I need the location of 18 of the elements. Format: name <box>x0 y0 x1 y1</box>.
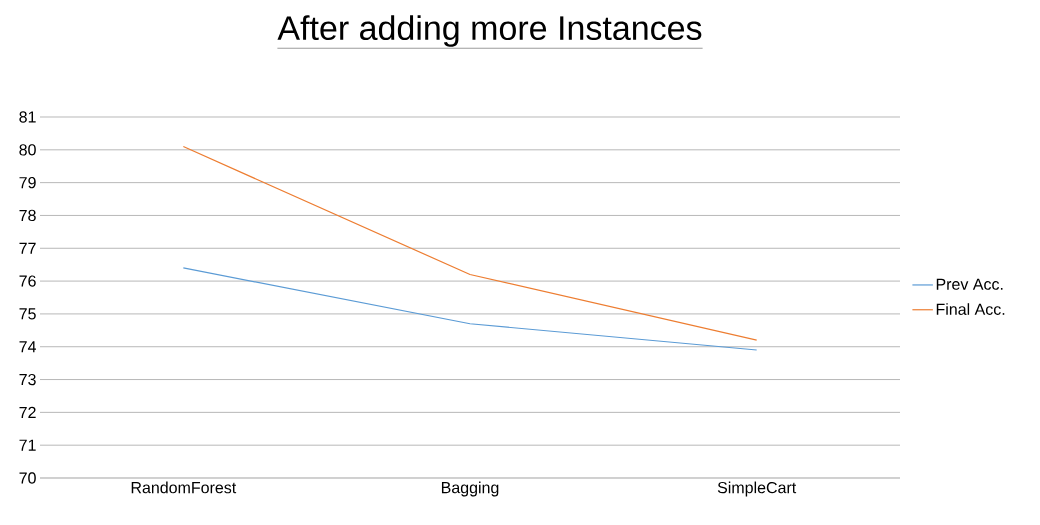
legend-label: Final Acc. <box>936 303 1005 315</box>
x-tick-label: Bagging <box>441 481 499 497</box>
y-tick-label: 78 <box>19 209 36 222</box>
y-tick-label: 76 <box>19 275 36 287</box>
y-tick-label: 73 <box>19 373 36 386</box>
y-tick-label: 74 <box>19 341 36 353</box>
legend-label: Prev Acc. <box>936 278 1003 290</box>
y-tick-label: 70 <box>19 472 36 484</box>
y-tick-label: 72 <box>19 406 36 418</box>
y-tick-label: 71 <box>19 439 36 451</box>
y-tick-label: 75 <box>19 308 36 320</box>
x-tick-label: RandomForest <box>131 481 237 494</box>
y-tick-label: 81 <box>19 111 36 123</box>
y-tick-label: 77 <box>19 242 36 254</box>
x-tick-label: SimpleCart <box>717 481 797 497</box>
chart-title: After adding more Instances <box>277 15 702 47</box>
y-tick-label: 80 <box>19 144 36 156</box>
y-tick-label: 79 <box>19 176 36 189</box>
